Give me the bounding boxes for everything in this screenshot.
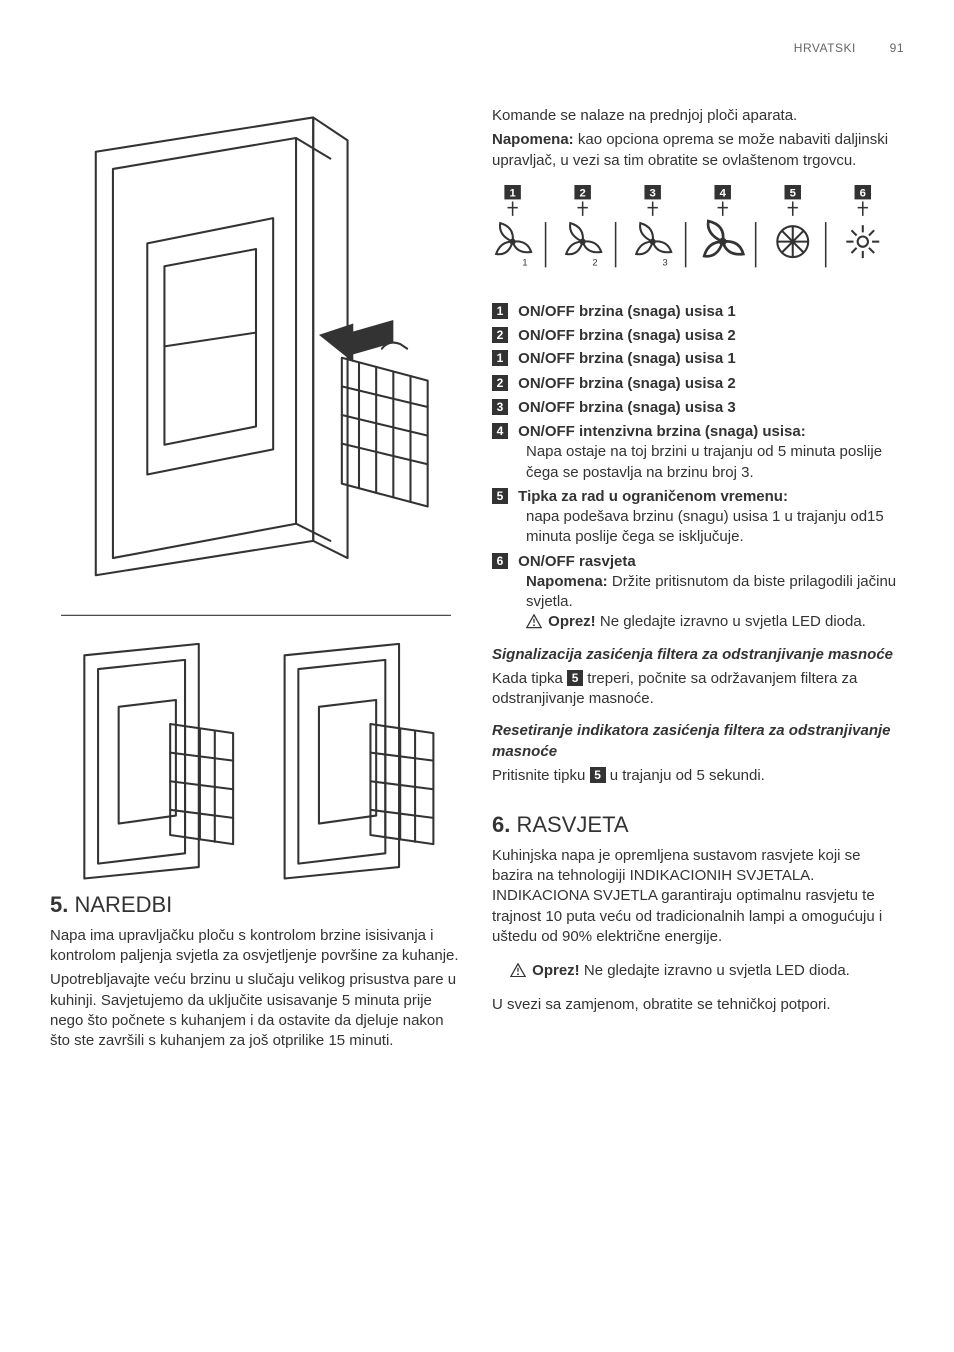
section-5-para-1: Napa ima upravljačku ploču s kontrolom b… xyxy=(50,926,462,967)
list-item: 6 ON/OFF rasvjeta Napomena: Držite priti… xyxy=(492,552,904,633)
page-number: 91 xyxy=(890,41,904,55)
filter-text-1: Kada tipka 5 treperi, počnite sa održava… xyxy=(492,669,904,710)
svg-text:2: 2 xyxy=(592,257,597,267)
section-6-para: Kuhinjska napa je opremljena sustavom ra… xyxy=(492,846,904,947)
list-item: 1 ON/OFF brzina (snaga) usisa 1 xyxy=(492,349,904,369)
control-icons-row: 1 1 2 xyxy=(492,185,904,284)
list-item: 2 ON/OFF brzina (snaga) usisa 2 xyxy=(492,374,904,394)
filter-heading-2: Resetiranje indikatora zasićenja filtera… xyxy=(492,721,904,762)
section-5-para-2: Upotrebljavajte veću brzinu u slučaju ve… xyxy=(50,970,462,1051)
svg-text:1: 1 xyxy=(522,257,527,267)
list-item: 2 ON/OFF brzina (snaga) usisa 2 xyxy=(492,326,904,346)
header-language: HRVATSKI xyxy=(794,41,856,55)
page-header: HRVATSKI 91 xyxy=(50,40,904,56)
svg-text:3: 3 xyxy=(650,187,656,199)
product-illustration xyxy=(50,106,462,866)
svg-text:3: 3 xyxy=(662,257,667,267)
svg-text:6: 6 xyxy=(860,187,866,199)
svg-text:5: 5 xyxy=(790,187,796,199)
section-6-para-2: U svezi sa zamjenom, obratite se tehničk… xyxy=(492,995,904,1015)
filter-heading-1: Signalizacija zasićenja filtera za odstr… xyxy=(492,645,904,665)
svg-text:4: 4 xyxy=(720,187,727,199)
section-6-title: 6. RASVJETA xyxy=(492,810,904,840)
list-item: 1 ON/OFF brzina (snaga) usisa 1 xyxy=(492,302,904,322)
list-item: 5 Tipka za rad u ograničenom vremenu: na… xyxy=(492,487,904,548)
right-column: Komande se nalaze na prednjoj ploči apar… xyxy=(492,106,904,1055)
list-item: 3 ON/OFF brzina (snaga) usisa 3 xyxy=(492,398,904,418)
warning-icon xyxy=(526,614,542,628)
right-intro-para: Komande se nalaze na prednjoj ploči apar… xyxy=(492,106,904,126)
controls-list-full: 1 ON/OFF brzina (snaga) usisa 1 2 ON/OFF… xyxy=(492,349,904,632)
filter-text-2: Pritisnite tipku 5 u trajanju od 5 sekun… xyxy=(492,766,904,786)
section-6-warning: Oprez! Ne gledajte izravno u svjetla LED… xyxy=(510,961,904,981)
right-intro-note: Napomena: kao opciona oprema se može nab… xyxy=(492,130,904,171)
warning-icon xyxy=(510,963,526,977)
list-item: 4 ON/OFF intenzivna brzina (snaga) usisa… xyxy=(492,422,904,483)
svg-text:2: 2 xyxy=(580,187,586,199)
svg-text:1: 1 xyxy=(509,187,515,199)
left-column: 5. NAREDBI Napa ima upravljačku ploču s … xyxy=(50,106,462,1055)
